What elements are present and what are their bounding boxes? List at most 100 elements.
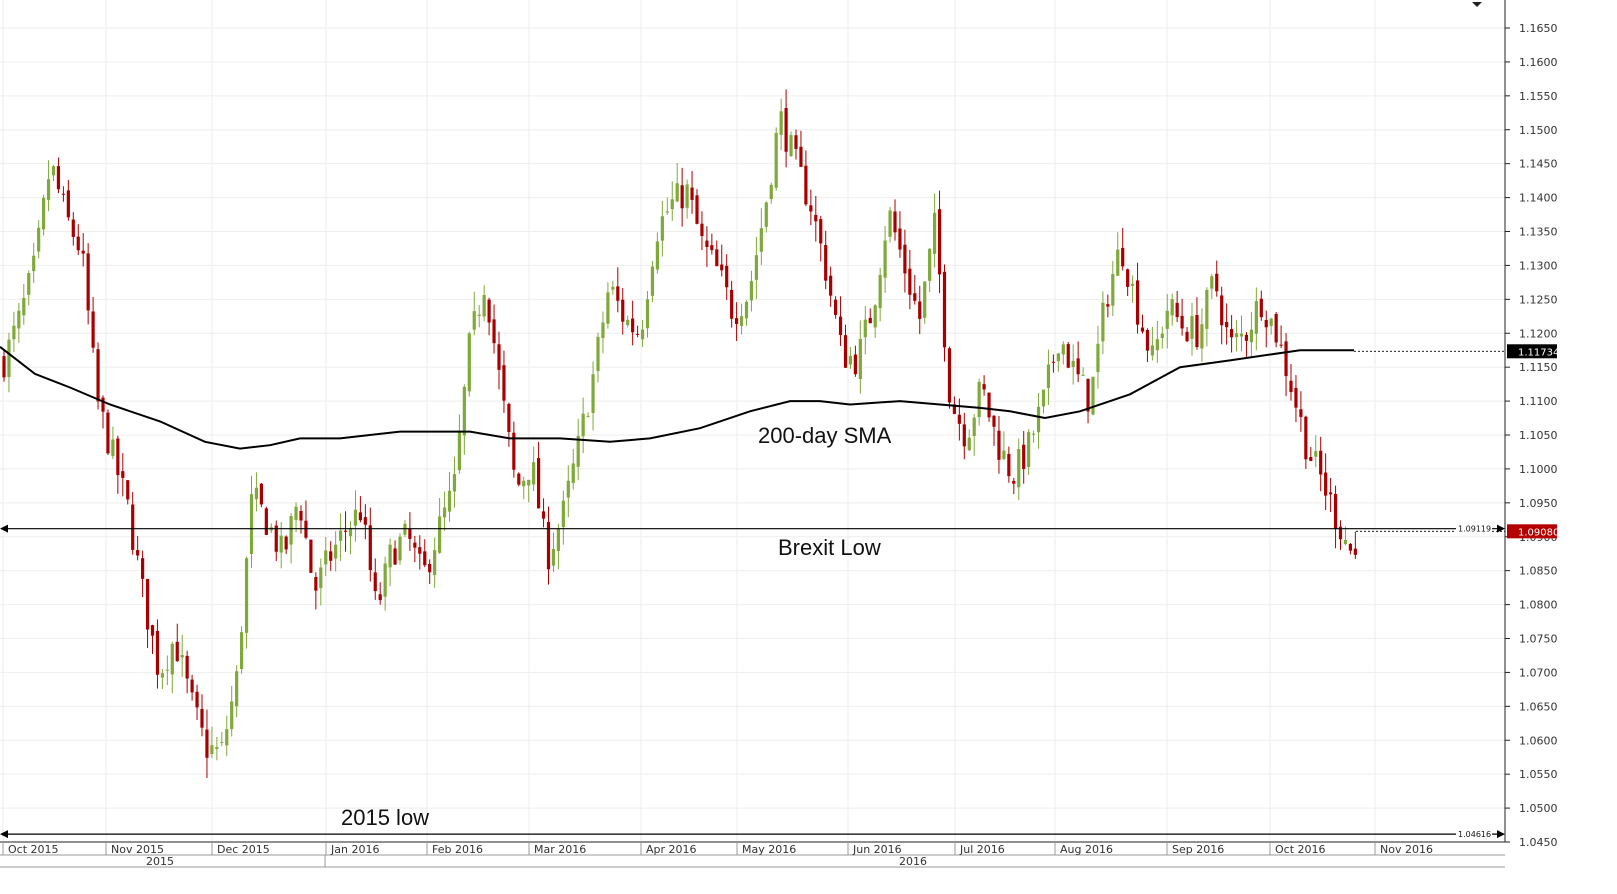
candle-body <box>517 473 521 485</box>
candle-body <box>937 209 942 275</box>
candle-body <box>799 146 803 167</box>
candle <box>1225 303 1229 345</box>
candle-body <box>903 244 907 274</box>
candle <box>447 472 452 522</box>
candle <box>690 171 694 214</box>
brexit-low-value-bg <box>1456 523 1492 534</box>
candle-body <box>413 542 417 548</box>
candle-body <box>487 299 491 323</box>
candle <box>1205 287 1209 347</box>
candle <box>789 131 793 157</box>
candle <box>660 200 664 257</box>
candle <box>665 197 669 215</box>
candle-body <box>1012 480 1016 484</box>
candle-body <box>512 432 516 470</box>
candle <box>32 242 36 283</box>
candle <box>1210 273 1214 299</box>
candle <box>814 196 818 242</box>
candle-body <box>898 228 902 250</box>
candle-body <box>670 199 674 210</box>
candle-body <box>215 746 219 749</box>
chevron-down-icon[interactable] <box>1472 2 1482 7</box>
candle <box>546 506 551 585</box>
candle-body <box>111 439 115 457</box>
candle-body <box>76 236 80 251</box>
candle-body <box>685 184 689 208</box>
candles <box>2 89 1357 779</box>
candle-body <box>769 184 773 199</box>
candle-body <box>1338 526 1343 540</box>
candle <box>824 230 828 290</box>
candle <box>244 556 249 649</box>
candle <box>289 512 293 564</box>
candle-body <box>695 195 699 224</box>
candle <box>329 541 333 571</box>
year-label: 2016 <box>899 855 927 868</box>
price-tick-label: 1.0600 <box>1519 734 1558 747</box>
candle-body <box>576 435 580 467</box>
candle <box>749 270 754 312</box>
candle-body <box>1046 364 1051 388</box>
candle-body <box>1051 361 1055 363</box>
month-label: Mar 2016 <box>534 843 586 856</box>
candle <box>566 465 570 518</box>
candle-body <box>145 578 150 630</box>
candle-body <box>244 558 249 633</box>
candle-body <box>814 214 818 222</box>
candle <box>388 538 392 587</box>
candle <box>1096 325 1100 389</box>
candle <box>898 211 902 258</box>
candle-body <box>1121 247 1125 267</box>
price-tick-label: 1.1400 <box>1519 192 1558 205</box>
month-label: Aug 2016 <box>1060 843 1113 856</box>
candle <box>710 233 714 255</box>
candle <box>957 398 961 441</box>
candle-body <box>730 289 734 319</box>
candle-body <box>1239 333 1244 337</box>
candle <box>730 280 734 328</box>
candle <box>1284 333 1288 397</box>
grid-lines <box>0 0 1505 843</box>
candle <box>532 446 536 491</box>
candle-body <box>601 322 605 339</box>
candle <box>621 288 625 335</box>
candle-body <box>17 310 21 329</box>
candle-body <box>566 480 570 498</box>
price-tick-label: 1.1150 <box>1519 361 1558 374</box>
candle <box>1051 354 1055 373</box>
candle-body <box>764 202 768 227</box>
candle-body <box>759 228 763 252</box>
candle <box>462 384 466 455</box>
candle-body <box>101 397 105 412</box>
candle-body <box>893 211 897 233</box>
price-tick-label: 1.0950 <box>1519 497 1558 510</box>
candle-body <box>923 281 927 318</box>
candle <box>1324 453 1328 510</box>
candle-body <box>1205 289 1209 329</box>
brexit-annotation: Brexit Low <box>778 535 881 560</box>
price-tick-label: 1.1500 <box>1519 124 1558 137</box>
candle-body <box>1007 453 1011 477</box>
candle-body <box>240 632 244 669</box>
candle-body <box>611 286 615 290</box>
candle-body <box>106 412 110 454</box>
candle <box>1170 293 1174 326</box>
candle <box>675 163 679 203</box>
candle <box>378 582 382 605</box>
candle-body <box>1126 269 1130 287</box>
candle <box>487 297 491 336</box>
candle <box>1027 429 1031 475</box>
candle <box>136 536 140 561</box>
arrow-left-icon <box>0 524 8 533</box>
candle <box>398 533 402 565</box>
candle-body <box>428 563 432 573</box>
candle-body <box>556 528 560 552</box>
price-tick-label: 1.0450 <box>1519 836 1558 849</box>
price-tick-label: 1.0550 <box>1519 768 1558 781</box>
candle-body <box>1289 380 1293 393</box>
candle-body <box>1056 353 1060 362</box>
price-tick-label: 1.1550 <box>1519 90 1558 103</box>
candle <box>591 361 595 431</box>
candle-body <box>779 111 783 135</box>
candle <box>492 304 496 354</box>
